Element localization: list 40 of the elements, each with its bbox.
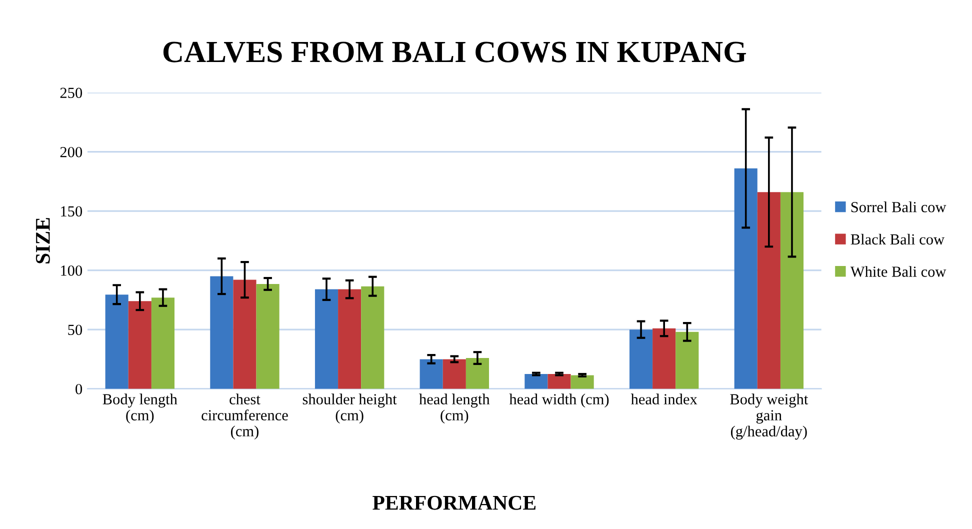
x-tick-label: head index bbox=[630, 394, 698, 404]
bar bbox=[780, 192, 804, 389]
bar bbox=[629, 330, 653, 389]
legend-label: Black Bali cow bbox=[850, 234, 944, 245]
y-tick-label: 0 bbox=[76, 384, 82, 394]
x-tick-label: shoulder height (cm) bbox=[302, 394, 397, 424]
bar bbox=[151, 298, 174, 389]
y-axis-title: SIZE bbox=[36, 218, 50, 264]
bar bbox=[105, 294, 128, 389]
y-tick-label: 50 bbox=[68, 324, 82, 336]
x-tick-label: head length (cm) bbox=[419, 394, 490, 424]
bar bbox=[210, 276, 234, 389]
x-tick-label: head width (cm) bbox=[509, 394, 609, 408]
x-axis-title: PERFORMANCE bbox=[372, 496, 536, 510]
bar bbox=[548, 374, 571, 389]
y-tick-label: 250 bbox=[60, 88, 82, 98]
bar bbox=[256, 284, 280, 389]
bar bbox=[338, 289, 362, 389]
y-tick-label: 150 bbox=[61, 206, 82, 217]
bar bbox=[757, 192, 780, 389]
bar bbox=[233, 280, 256, 389]
bar bbox=[524, 374, 548, 389]
bar bbox=[676, 332, 699, 389]
x-tick-label: Body weight gain (g/head/day) bbox=[730, 394, 808, 440]
x-tick-label: Body length (cm) bbox=[102, 394, 178, 424]
bar bbox=[466, 358, 490, 389]
legend-label: Sorrel Bali cow bbox=[851, 202, 946, 212]
bar bbox=[128, 301, 152, 389]
bar bbox=[442, 359, 466, 389]
x-tick-label: chest circumference (cm) bbox=[202, 394, 288, 440]
y-tick-label: 100 bbox=[61, 265, 82, 276]
legend-label: White Bali cow bbox=[850, 266, 946, 277]
bar bbox=[361, 286, 384, 389]
bar bbox=[420, 359, 443, 389]
bar bbox=[314, 289, 338, 389]
bar bbox=[652, 328, 676, 389]
y-tick-label: 200 bbox=[60, 146, 82, 158]
chart-title: CALVES FROM BALI COWS IN KUPANG bbox=[163, 42, 746, 62]
bar bbox=[734, 168, 758, 389]
bar bbox=[570, 375, 594, 389]
